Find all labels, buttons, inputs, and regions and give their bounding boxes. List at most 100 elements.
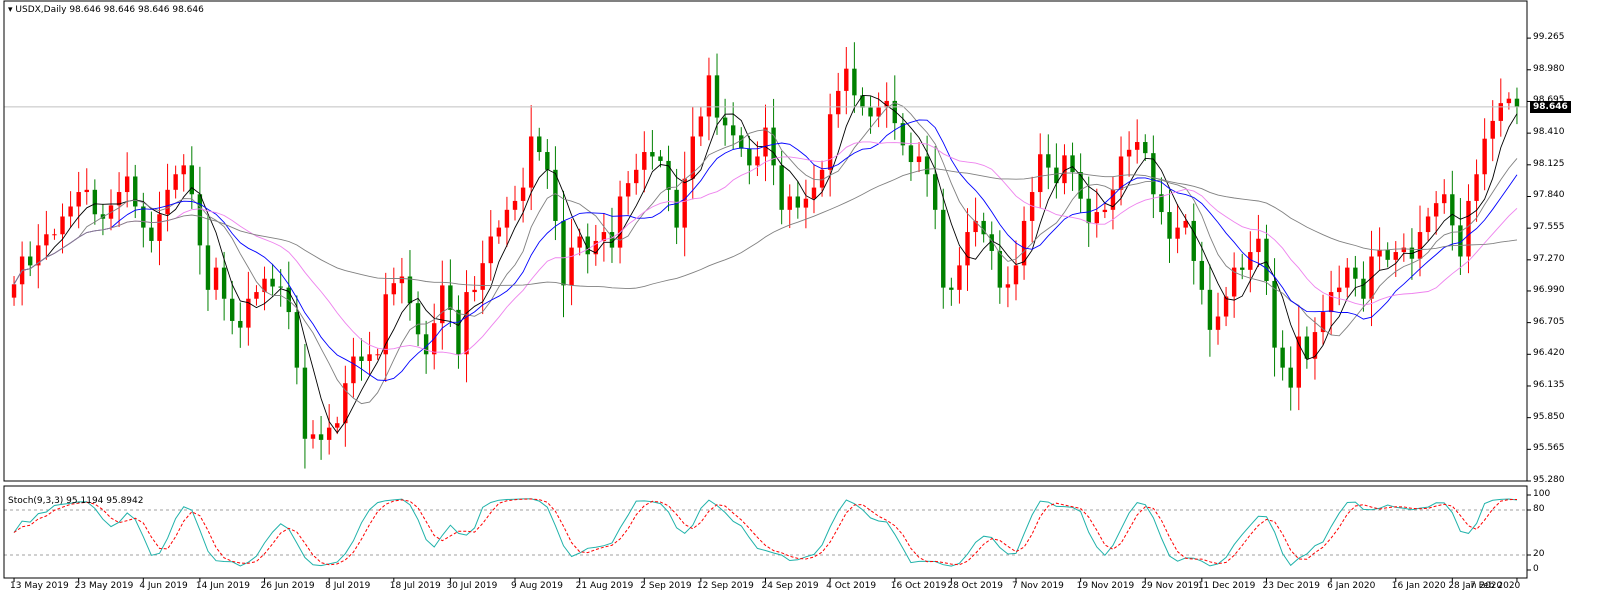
bull-candle <box>593 240 599 255</box>
bear-candle <box>1207 289 1213 330</box>
stoch-tick-label: 100 <box>1533 489 1551 499</box>
date-tick-label: 7 Nov 2019 <box>1011 581 1064 591</box>
bull-candle <box>1320 312 1326 333</box>
bull-candle <box>310 434 316 439</box>
ohlc-values: 98.646 98.646 98.646 98.646 <box>69 5 204 15</box>
bull-candle <box>698 116 704 137</box>
date-tick-label: 28 Oct 2019 <box>947 581 1003 591</box>
bear-candle <box>1046 154 1051 168</box>
bull-candle <box>1215 316 1221 330</box>
bull-candle <box>68 206 73 217</box>
bear-candle <box>771 127 776 166</box>
bear-candle <box>932 174 938 210</box>
bear-candle <box>537 136 542 153</box>
axes-layer <box>3 0 1531 582</box>
bear-candle <box>1078 172 1083 199</box>
bull-candle <box>1021 220 1027 266</box>
bear-candle <box>1458 225 1463 257</box>
bull-candle <box>464 292 469 355</box>
bull-candle <box>1401 247 1407 253</box>
bull-candle <box>1248 252 1253 270</box>
bear-candle <box>553 169 558 221</box>
price-tick-label: 98.410 <box>1533 127 1565 138</box>
bear-candle <box>221 267 227 299</box>
bear-candle <box>949 287 954 290</box>
bull-candle <box>1377 249 1382 257</box>
price-tick-label: 96.420 <box>1533 348 1565 359</box>
bull-candle <box>528 136 534 188</box>
bear-candle <box>1304 336 1310 359</box>
date-tick-label: 29 Nov 2019 <box>1141 581 1199 591</box>
bull-candle <box>1490 120 1495 139</box>
bull-candle <box>124 176 130 193</box>
date-tick-label: 7 Feb 2020 <box>1470 581 1521 591</box>
bull-candle <box>399 276 405 284</box>
bear-candle <box>1385 249 1390 260</box>
bull-candle <box>577 236 582 248</box>
bear-candle <box>294 312 300 368</box>
bull-candle <box>819 169 825 188</box>
bear-candle <box>650 152 655 157</box>
stoch-title: Stoch(9,3,3) 95.1194 95.8942 <box>8 496 144 506</box>
bear-candle <box>1264 238 1269 281</box>
stochastic-layer <box>4 498 1527 567</box>
bull-candle <box>1345 267 1350 288</box>
bull-candle <box>973 220 978 233</box>
bull-candle <box>1417 232 1423 259</box>
price-tick-label: 99.265 <box>1533 32 1565 43</box>
bull-candle <box>1312 332 1318 359</box>
bear-candle <box>989 234 994 251</box>
bull-candle <box>383 294 388 355</box>
bull-candle <box>52 234 57 236</box>
bull-candle <box>173 174 178 190</box>
bull-candle <box>642 152 647 170</box>
date-tick-label: 23 May 2019 <box>74 581 134 591</box>
bear-candle <box>230 298 235 321</box>
bear-candle <box>1191 220 1196 261</box>
date-tick-label: 24 Sep 2019 <box>761 581 819 591</box>
bull-candle <box>1433 203 1439 217</box>
bull-candle <box>367 354 372 361</box>
bull-candle <box>690 136 695 179</box>
price-tick-label: 96.135 <box>1533 379 1565 390</box>
bull-candle <box>1482 138 1487 175</box>
bear-candle <box>318 434 324 440</box>
price-tick-label: 95.565 <box>1533 443 1565 454</box>
ma-gray-line <box>13 102 1518 405</box>
bull-candle <box>1118 156 1124 190</box>
date-tick-label: 13 May 2019 <box>10 581 69 591</box>
bear-candle <box>795 196 801 208</box>
date-tick-label: 16 Jan 2020 <box>1391 581 1446 591</box>
bull-candle <box>1062 155 1067 184</box>
bull-candle <box>440 285 445 324</box>
bull-candle <box>116 192 122 206</box>
bull-candle <box>1506 98 1512 104</box>
bear-candle <box>730 125 736 136</box>
date-tick-label: 26 Jun 2019 <box>260 581 315 591</box>
bull-candle <box>165 189 170 215</box>
ma-blue-line <box>13 119 1518 381</box>
bear-candle <box>1054 167 1059 184</box>
bull-candle <box>1498 103 1503 121</box>
bear-candle <box>860 95 865 108</box>
price-tick-label: 95.280 <box>1533 475 1565 485</box>
bear-candle <box>407 276 413 304</box>
bear-candle <box>561 220 566 286</box>
bear-candle <box>456 309 461 355</box>
bear-candle <box>1070 155 1075 173</box>
stoch-tick-label: 80 <box>1533 504 1545 514</box>
bull-candle <box>1336 287 1342 293</box>
bear-candle <box>852 68 857 96</box>
collapse-triangle-icon[interactable]: ▾ <box>8 5 13 15</box>
bull-candle <box>1038 154 1043 193</box>
bull-candle <box>1102 209 1108 213</box>
bull-candle <box>1175 227 1180 239</box>
bear-candle <box>924 156 930 175</box>
bear-candle <box>1514 98 1520 107</box>
bull-candle <box>375 354 380 356</box>
bear-candle <box>545 152 550 170</box>
bear-candle <box>981 220 986 235</box>
price-tick-label: 96.990 <box>1533 284 1565 295</box>
